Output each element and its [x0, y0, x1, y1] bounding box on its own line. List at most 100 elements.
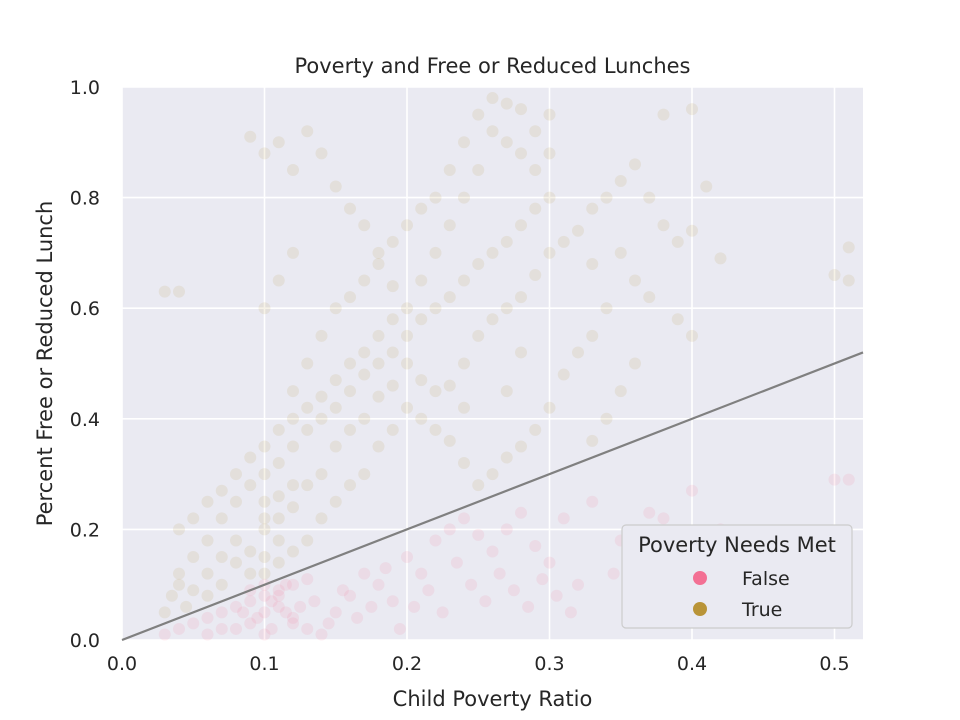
data-point-true	[358, 412, 371, 425]
data-point-true	[500, 97, 513, 110]
x-tick-label: 0.4	[677, 653, 707, 675]
data-point-true	[686, 329, 698, 342]
data-point-true	[686, 224, 698, 237]
data-point-true	[301, 125, 314, 138]
data-point-true	[458, 457, 470, 470]
data-point-true	[842, 274, 855, 287]
data-point-false	[294, 600, 307, 613]
data-point-false	[436, 606, 449, 619]
data-point-false	[657, 512, 670, 525]
data-point-false	[344, 589, 356, 602]
data-point-false	[557, 512, 570, 525]
data-point-true	[344, 385, 356, 398]
data-point-true	[500, 136, 513, 149]
data-point-true	[486, 92, 499, 105]
data-point-false	[536, 573, 549, 586]
data-point-true	[258, 495, 271, 508]
data-point-false	[486, 545, 499, 558]
data-point-true	[543, 246, 556, 259]
data-point-true	[315, 412, 328, 425]
data-point-false	[287, 611, 299, 624]
data-point-true	[386, 379, 399, 392]
data-point-true	[201, 495, 214, 508]
data-point-true	[415, 313, 428, 326]
data-point-true	[500, 302, 513, 315]
data-point-true	[586, 257, 599, 270]
data-point-false	[301, 622, 314, 635]
data-point-false	[230, 622, 242, 635]
data-point-true	[258, 302, 271, 315]
y-tick-label: 0.4	[70, 409, 100, 431]
data-point-true	[472, 257, 485, 270]
data-point-true	[344, 423, 356, 436]
data-point-false	[351, 611, 364, 624]
data-point-true	[429, 302, 442, 315]
data-point-true	[344, 357, 356, 370]
data-point-true	[543, 191, 556, 204]
data-point-true	[443, 379, 456, 392]
data-point-false	[493, 567, 506, 580]
data-point-true	[386, 423, 399, 436]
data-point-true	[244, 451, 257, 464]
data-point-true	[272, 136, 285, 149]
data-point-true	[401, 357, 413, 370]
data-point-true	[287, 440, 299, 453]
data-point-true	[828, 269, 841, 282]
data-point-false	[529, 539, 542, 552]
data-point-true	[643, 291, 656, 304]
data-point-true	[329, 374, 342, 387]
legend-label-false: False	[742, 568, 790, 590]
data-point-true	[173, 285, 185, 298]
data-point-true	[386, 346, 399, 359]
data-point-true	[401, 329, 413, 342]
data-point-false	[828, 473, 841, 486]
data-point-true	[600, 412, 613, 425]
data-point-true	[842, 241, 855, 254]
data-point-true	[258, 551, 271, 564]
data-point-false	[215, 622, 228, 635]
data-point-false	[272, 584, 285, 597]
data-point-false	[479, 595, 492, 608]
data-point-false	[415, 567, 428, 580]
data-point-true	[301, 357, 314, 370]
data-point-true	[158, 285, 171, 298]
data-point-true	[557, 235, 570, 248]
data-point-true	[600, 302, 613, 315]
data-point-false	[393, 622, 406, 635]
data-point-true	[458, 357, 470, 370]
data-point-true	[415, 412, 428, 425]
data-point-true	[458, 274, 470, 287]
data-point-true	[315, 147, 328, 160]
data-point-false	[287, 578, 299, 591]
x-axis-label: Child Poverty Ratio	[393, 687, 593, 711]
data-point-true	[244, 479, 257, 492]
tick-labels: 0.0 0.1 0.2 0.3 0.4 0.5 0.0 0.2 0.4 0.6 0.8 1.0	[70, 77, 850, 675]
data-point-true	[287, 479, 299, 492]
data-point-false	[265, 622, 278, 635]
y-tick-label: 1.0	[70, 77, 100, 99]
data-point-true	[401, 219, 413, 232]
data-point-true	[543, 147, 556, 160]
data-point-false	[201, 628, 214, 641]
data-point-true	[158, 606, 171, 619]
data-point-true	[529, 163, 542, 176]
data-point-true	[187, 551, 200, 564]
data-point-true	[358, 274, 371, 287]
data-point-false	[472, 528, 485, 541]
data-point-true	[230, 534, 242, 547]
data-point-true	[358, 346, 371, 359]
data-point-true	[572, 346, 584, 359]
x-tick-label: 0.0	[107, 653, 137, 675]
data-point-false	[279, 578, 292, 591]
data-point-true	[301, 479, 314, 492]
data-point-true	[500, 385, 513, 398]
data-point-true	[173, 523, 185, 536]
data-point-true	[386, 235, 399, 248]
legend: Poverty Needs Met False True	[621, 524, 853, 629]
data-point-true	[315, 468, 328, 481]
data-point-true	[201, 567, 214, 580]
data-point-true	[287, 246, 299, 259]
data-point-false	[272, 589, 285, 602]
data-point-false	[422, 584, 435, 597]
